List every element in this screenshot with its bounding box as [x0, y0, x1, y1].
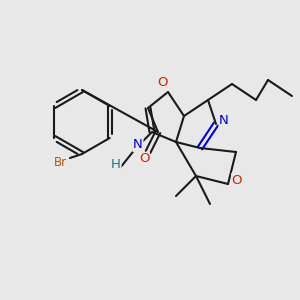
- Text: Br: Br: [53, 155, 67, 169]
- Text: O: O: [157, 76, 167, 89]
- Text: H: H: [111, 158, 121, 172]
- Text: O: O: [232, 173, 242, 187]
- Text: N: N: [133, 139, 143, 152]
- Text: N: N: [219, 113, 229, 127]
- Text: O: O: [139, 152, 149, 166]
